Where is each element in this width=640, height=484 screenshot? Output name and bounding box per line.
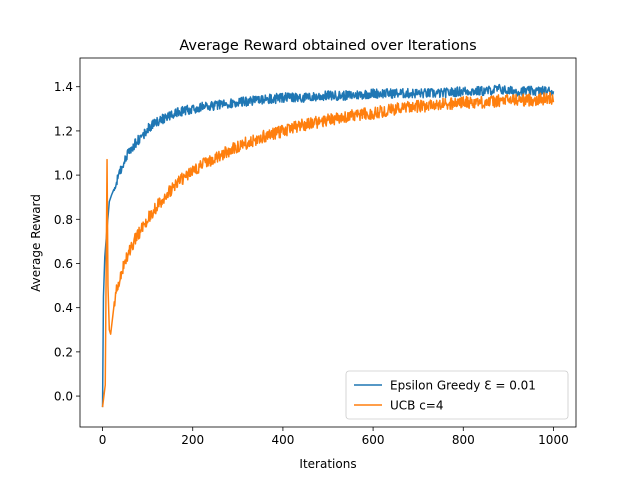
x-tick-label: 0 [99, 433, 107, 447]
x-tick-label: 800 [452, 433, 475, 447]
x-tick-label: 1000 [538, 433, 569, 447]
legend-label-2: UCB c=4 [390, 399, 444, 413]
axes: 0 200 400 600 800 1000 0.0 0.2 0.4 0.6 0.8 1.0 1.2 1.… [54, 57, 577, 447]
x-axis-label: Iterations [299, 457, 356, 471]
y-tick-label: 1.0 [54, 169, 73, 183]
y-tick-label: 0.2 [54, 345, 73, 359]
y-tick-label: 0.8 [54, 213, 73, 227]
y-tick-label: 0.4 [54, 301, 73, 315]
y-axis-label: Average Reward [29, 194, 43, 292]
y-tick-label: 0.6 [54, 257, 73, 271]
y-tick-label: 1.2 [54, 124, 73, 138]
plot-area [101, 83, 555, 408]
x-tick-label: 400 [271, 433, 294, 447]
chart-title: Average Reward obtained over Iterations [179, 38, 476, 54]
legend: Epsilon Greedy Ɛ = 0.01 UCB c=4 [345, 370, 569, 420]
legend-label-1: Epsilon Greedy Ɛ = 0.01 [390, 379, 536, 393]
axes-frame [79, 57, 577, 428]
series-line-2 [101, 91, 555, 408]
x-tick-label: 200 [181, 433, 204, 447]
legend-box [345, 370, 569, 420]
x-tick-label: 600 [362, 433, 385, 447]
y-tick-label: 1.4 [54, 80, 73, 94]
y-tick-label: 0.0 [54, 390, 73, 404]
series-line-1 [101, 83, 555, 408]
